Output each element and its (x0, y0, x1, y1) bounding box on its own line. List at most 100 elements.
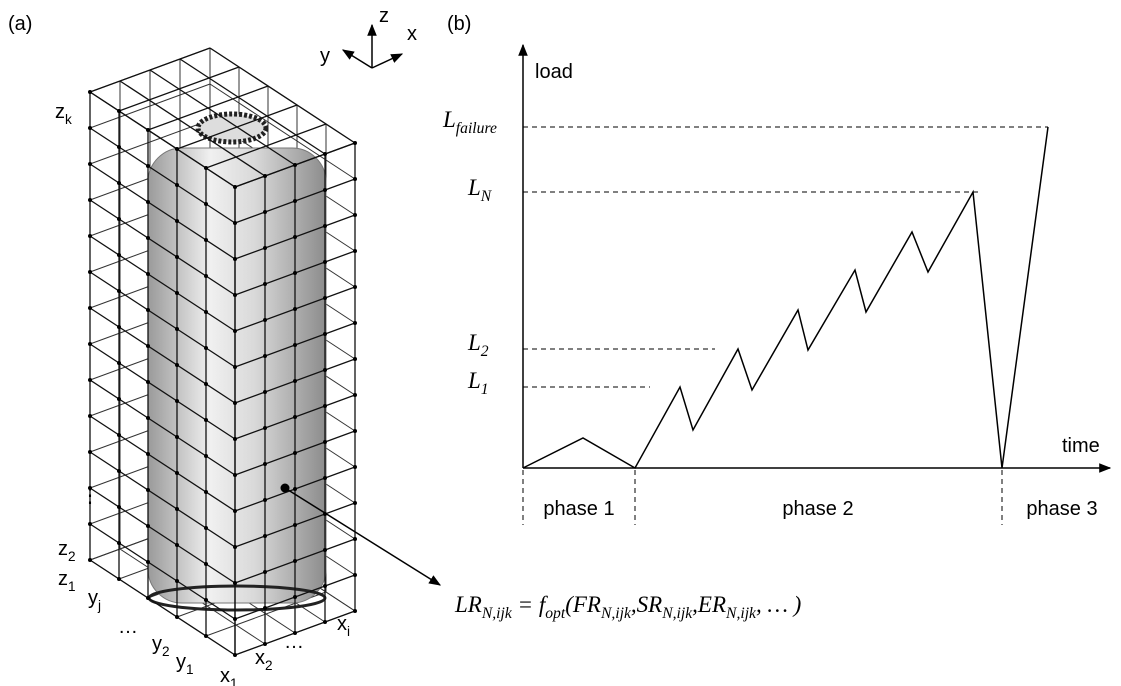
node (117, 433, 121, 437)
node (175, 507, 179, 511)
node (353, 213, 357, 217)
node (88, 270, 92, 274)
y-arrow (343, 50, 372, 68)
node (175, 147, 179, 151)
z-label-base: z (58, 568, 68, 590)
node (323, 368, 327, 372)
node (323, 224, 327, 228)
pointer-dot (281, 484, 290, 493)
node (353, 285, 357, 289)
node (117, 541, 121, 545)
node (175, 615, 179, 619)
node (263, 570, 267, 574)
node (204, 418, 208, 422)
node (233, 473, 237, 477)
node (263, 246, 267, 250)
node (263, 534, 267, 538)
node (293, 523, 297, 527)
x-label-sub: 2 (265, 658, 273, 673)
x-label-base: … (284, 631, 304, 653)
z-label-sub: 1 (68, 579, 76, 594)
node (146, 488, 150, 492)
node (353, 609, 357, 613)
node (323, 548, 327, 552)
node (204, 382, 208, 386)
level-label-sub: 2 (481, 343, 489, 360)
node (146, 128, 150, 132)
node (204, 634, 208, 638)
node (263, 174, 267, 178)
node (233, 257, 237, 261)
x-label-sub: i (347, 624, 350, 639)
node (175, 327, 179, 331)
node (117, 253, 121, 257)
node (146, 380, 150, 384)
node (117, 181, 121, 185)
level-label: LN (467, 175, 493, 205)
node (293, 451, 297, 455)
node (353, 573, 357, 577)
node (293, 487, 297, 491)
formula-sub: N,ijk (481, 605, 513, 622)
node (293, 307, 297, 311)
z-label-sub: 2 (68, 549, 76, 564)
node (88, 306, 92, 310)
node (146, 524, 150, 528)
node (323, 296, 327, 300)
node (233, 581, 237, 585)
node (204, 166, 208, 170)
node (204, 454, 208, 458)
node (146, 344, 150, 348)
axis-icon-label: z (379, 5, 389, 27)
level-label: L2 (467, 330, 489, 360)
x-label: xi (337, 613, 350, 639)
node (204, 310, 208, 314)
node (263, 498, 267, 502)
node (323, 440, 327, 444)
node (233, 401, 237, 405)
node (175, 399, 179, 403)
axis-icon-label: x (407, 23, 417, 45)
lattice-line (177, 105, 297, 149)
node (353, 393, 357, 397)
node (204, 346, 208, 350)
node (88, 126, 92, 130)
formula-base: LR (454, 592, 482, 617)
node (88, 558, 92, 562)
node (233, 437, 237, 441)
x-label: … (284, 631, 304, 653)
level-label: Lfailure (442, 107, 497, 137)
formula-base: = f (512, 592, 549, 617)
y-axis-label: load (535, 61, 573, 83)
node (175, 579, 179, 583)
node (88, 234, 92, 238)
level-label-base: L (467, 330, 481, 355)
node (117, 361, 121, 365)
node (263, 318, 267, 322)
formula-base: (FR (565, 592, 601, 617)
lattice (88, 48, 357, 657)
node (293, 379, 297, 383)
phase-label: phase 1 (543, 498, 614, 520)
z-label: z1 (58, 568, 76, 594)
formula-sub: N,ijk (661, 605, 693, 622)
node (353, 357, 357, 361)
z-label: z2 (58, 538, 76, 564)
y-label-sub: 1 (186, 662, 194, 677)
lattice-line (119, 67, 239, 111)
node (175, 255, 179, 259)
node (353, 501, 357, 505)
node (323, 584, 327, 588)
node (146, 164, 150, 168)
formula-sub: N,ijk (600, 605, 632, 622)
node (117, 325, 121, 329)
level-label-sub: N (480, 188, 493, 205)
formula-sub: N,ijk (725, 605, 757, 622)
node (175, 219, 179, 223)
level-label-sub: 1 (481, 381, 489, 398)
z-label: ⋮ (80, 485, 100, 507)
y-label: yj (88, 587, 101, 613)
panel-label: (b) (447, 13, 471, 35)
node (175, 435, 179, 439)
level-label-base: L (442, 107, 456, 132)
